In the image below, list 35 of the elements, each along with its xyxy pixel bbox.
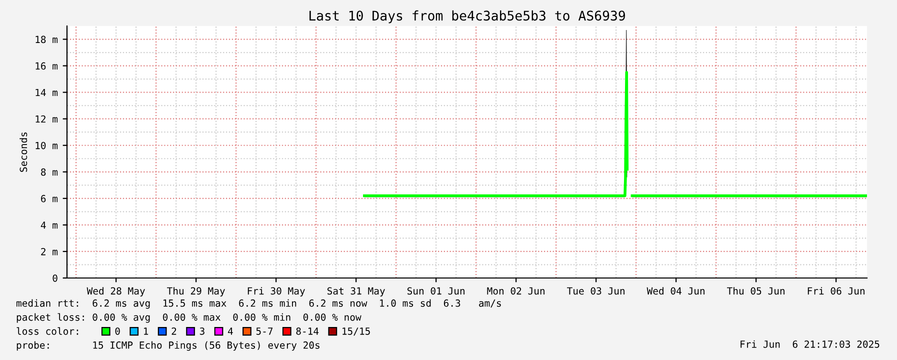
text: probe: 15 ICMP Echo Pings (56 Bytes) every 20s (16, 341, 320, 351)
x-tick-label: Thu 29 May (167, 287, 225, 296)
legend-label: 5-7 (256, 328, 273, 335)
legend-label: 15/15 (342, 328, 370, 336)
x-tick-label: Wed 04 Jun (646, 287, 704, 295)
x-tick-label: Sun 01 Jun (407, 287, 464, 295)
text: packet loss: 0.00 % avg 0.00 % max 0.00 % min 0.00 % now (16, 313, 362, 323)
y-tick-label: 14 m (36, 88, 58, 96)
y-tick-label: 18 m (36, 36, 58, 44)
y-tick-label: 12 m (36, 115, 58, 123)
text: median rtt: 6.2 ms avg 15.5 ms max 6.2 ms min 6.2 ms now 1.0 ms sd 6.3 am/s (16, 299, 501, 309)
y-axis-title: Seconds (20, 132, 28, 172)
x-tick-label: Mon 02 Jun (487, 287, 544, 295)
legend-label: 4 (228, 328, 233, 335)
y-tick-label: 4 m (40, 222, 58, 229)
y-tick-label: 2 m (41, 248, 58, 256)
legend-label: 2 (172, 327, 176, 335)
x-tick-label: Fri 06 Jun (808, 287, 864, 295)
y-tick-label: 0 (52, 274, 58, 282)
x-tick-label: Sat 31 May (327, 287, 385, 296)
chart-title: Last 10 Days from be4c3ab5e5b3 to AS6939 (310, 10, 625, 24)
legend-label: 1 (144, 328, 148, 335)
x-tick-label: Wed 28 May (86, 287, 145, 296)
y-tick-label: 8 m (41, 168, 58, 176)
legend-title: loss color: (16, 327, 78, 335)
x-tick-label: Tue 03 Jun (567, 287, 624, 295)
x-tick-label: Fri 30 May (248, 287, 305, 296)
legend-label: 8-14 (296, 327, 319, 335)
y-tick-label: 10 m (36, 142, 58, 150)
y-tick-label: 16 m (36, 62, 58, 70)
y-tick-label: 6 m (41, 194, 58, 202)
legend-label: 0 (115, 327, 120, 335)
text: Fri Jun 6 21:17:03 2025 (740, 340, 880, 348)
legend-label: 3 (200, 327, 204, 335)
x-tick-label: Thu 05 Jun (727, 287, 784, 295)
